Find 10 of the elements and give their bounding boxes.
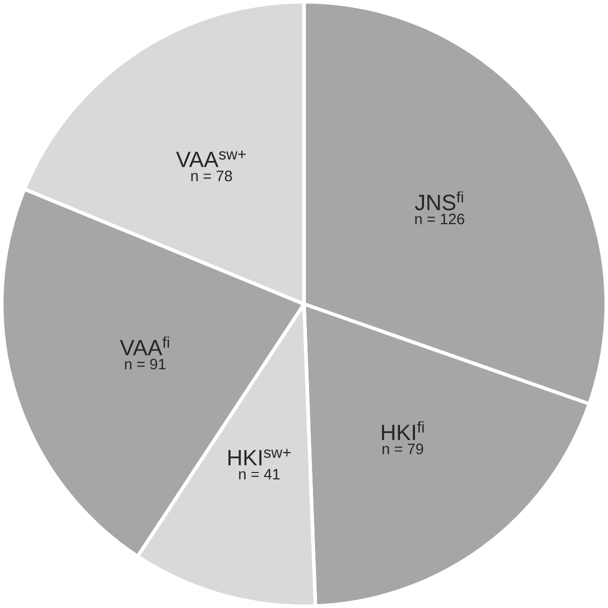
data-label: n = 126: [415, 214, 464, 224]
slice-label: JNS$^{fi}$: [414, 191, 464, 210]
slice-label: VAA$^{sw+}$: [176, 150, 246, 168]
data-label: n = 78: [191, 170, 232, 182]
data-label: n = 79: [382, 444, 424, 454]
slice-label: HKI$^{fi}$: [382, 421, 424, 440]
data-label: n = 41: [239, 469, 280, 480]
slice-label: VAA$^{fi}$: [120, 336, 170, 356]
data-label: n = 91: [125, 358, 166, 370]
slice-label: HKI$^{sw+}$: [228, 448, 291, 466]
